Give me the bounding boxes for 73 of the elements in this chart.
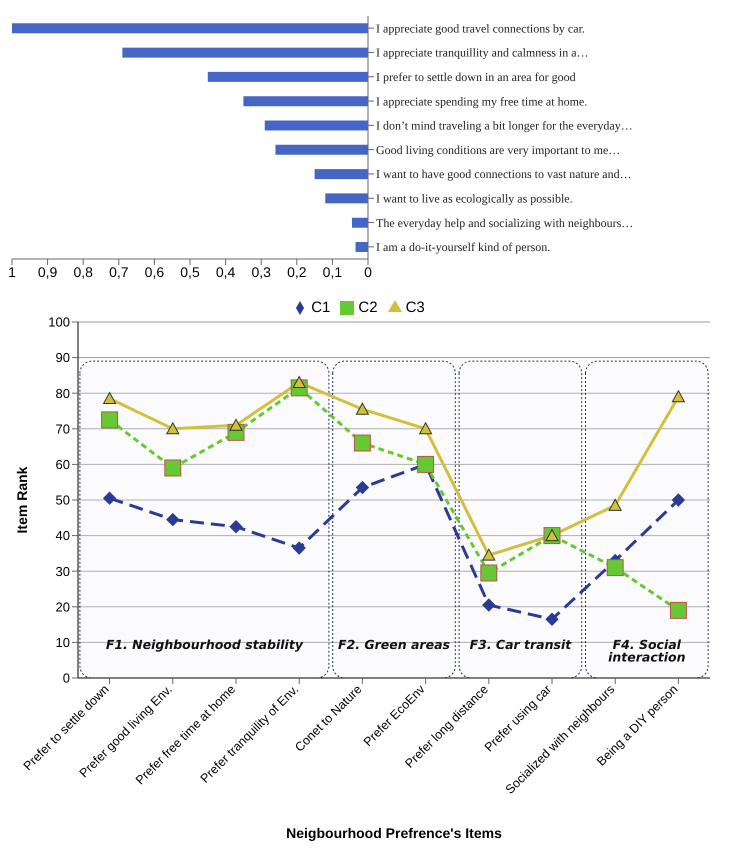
point: [672, 390, 685, 402]
point: [101, 411, 118, 428]
y-tick-label: 10: [56, 635, 70, 650]
point: [356, 402, 369, 415]
x-tick-label: 0,6: [144, 264, 164, 280]
y-tick-label: 40: [56, 528, 70, 544]
point: [608, 498, 622, 511]
y-tick-label: I prefer to settle down in an area for good: [376, 70, 576, 84]
point: [482, 598, 496, 612]
point: [356, 481, 369, 494]
y-axis-title: Item Rank: [14, 466, 30, 534]
point: [230, 418, 242, 431]
y-tick-label: 100: [48, 314, 70, 330]
x-tick-label: 0,2: [287, 264, 307, 280]
point: [166, 513, 180, 526]
y-tick-label: I appreciate good travel connections by car.: [376, 21, 585, 36]
point: [164, 459, 182, 476]
bar: [275, 144, 368, 155]
band-label: F2. Green areas: [338, 636, 450, 652]
x-tick-label: 0: [364, 264, 372, 280]
y-tick-label: 30: [56, 564, 70, 579]
point: [166, 422, 180, 434]
bar: [352, 218, 368, 228]
y-tick-label: I am a do-it-yourself kind of person.: [376, 240, 550, 254]
y-tick-label: I appreciate tranquillity and calmness in a…: [376, 46, 589, 60]
bar: [325, 193, 368, 204]
x-tick-label: 0,8: [73, 264, 94, 280]
point: [546, 612, 558, 626]
bar: [12, 23, 368, 34]
y-tick-label: 60: [56, 457, 70, 472]
band-label: F3. Car transit: [470, 636, 572, 652]
y-tick-label: 90: [56, 350, 70, 366]
bar: [264, 120, 368, 130]
y-tick-label: Good living conditions are very important to me…: [376, 142, 620, 157]
y-tick-label: I appreciate spending my free time at home.: [376, 94, 588, 108]
y-tick-label: 70: [56, 421, 70, 436]
point: [230, 520, 242, 534]
y-tick-label: 20: [56, 599, 70, 614]
x-tick-label: 0,7: [109, 264, 129, 280]
bar: [208, 72, 368, 82]
x-tick-label: 0,4: [216, 264, 236, 280]
point: [292, 542, 306, 555]
y-tick-label: The everyday help and socializing with neighbours…: [376, 216, 634, 230]
bar: [356, 242, 368, 252]
bar: [314, 169, 368, 180]
y-tick-label: 80: [56, 386, 70, 401]
x-tick-label: 0,1: [322, 264, 342, 280]
y-tick-label: I want to have good connections to vast nature and…: [376, 167, 632, 182]
point: [672, 494, 685, 506]
point: [482, 548, 496, 561]
bar: [243, 96, 368, 106]
x-tick-label: 0,5: [180, 264, 200, 280]
bar: [122, 48, 368, 58]
point: [606, 559, 624, 576]
legend-label: C2: [358, 299, 378, 316]
legend-label: C3: [406, 299, 425, 316]
y-tick-label: I want to live as ecologically as possible.: [376, 192, 573, 206]
point: [670, 602, 687, 619]
point: [103, 492, 116, 505]
point: [419, 422, 432, 434]
x-tick-label: 0,3: [251, 264, 272, 280]
y-tick-label: 50: [56, 492, 70, 508]
legend-label: C1: [311, 299, 330, 316]
x-tick-label: 1: [8, 264, 16, 280]
point: [354, 434, 371, 452]
y-tick-label: I don’t mind traveling a bit longer for the everyday…: [376, 118, 633, 133]
y-tick-label: 0: [62, 670, 70, 686]
x-tick-label: 0,9: [38, 264, 58, 280]
band-label: F1. Neighbourhood stability: [106, 636, 304, 652]
point: [480, 564, 498, 582]
x-axis-title: Neigbourhood Prefrence's Items: [286, 825, 502, 841]
point: [103, 392, 116, 404]
band-label: F4. Social interaction: [608, 636, 686, 664]
